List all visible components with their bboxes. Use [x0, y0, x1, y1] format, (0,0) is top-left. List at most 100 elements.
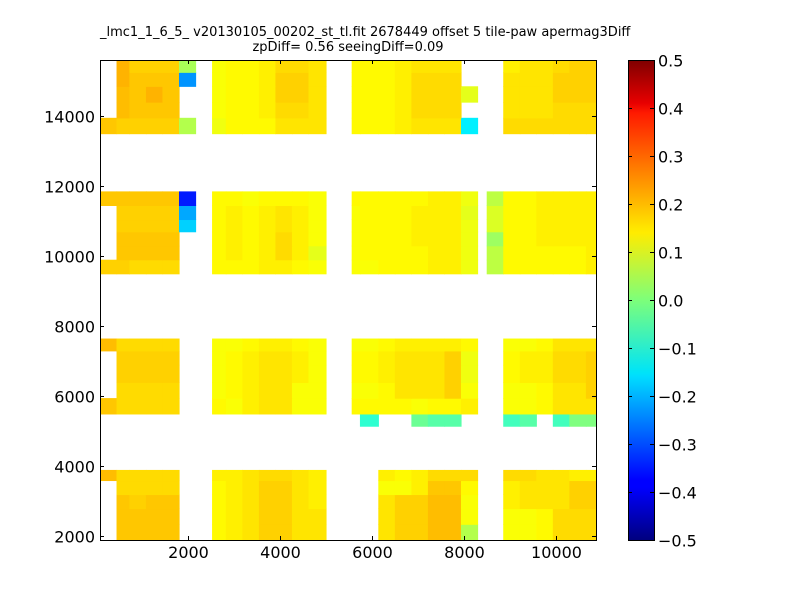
heatmap-cell [145, 469, 164, 482]
heatmap-cell [411, 480, 429, 496]
x-tick-label: 8000 [444, 543, 485, 562]
heatmap-cell [585, 60, 597, 73]
heatmap-cell [116, 364, 130, 383]
heatmap-cell [145, 72, 164, 87]
heatmap-cell [308, 494, 327, 510]
y-tick-label: 6000 [54, 388, 95, 407]
heatmap-cell [291, 508, 310, 525]
heatmap-cell [394, 259, 412, 275]
x-tick-label: 6000 [352, 543, 393, 562]
heatmap-cell [308, 102, 327, 119]
heatmap-cell [411, 191, 429, 206]
x-tick-label: 2000 [168, 543, 209, 562]
heatmap-cell [275, 508, 293, 525]
heatmap-cell [378, 494, 396, 510]
heatmap-cell [460, 508, 479, 525]
heatmap-cell [585, 413, 597, 427]
heatmap-cell [242, 231, 260, 247]
heatmap-cell [394, 364, 412, 383]
heatmap-cell [486, 259, 504, 275]
heatmap-cell [552, 259, 570, 275]
heatmap-cell [519, 469, 537, 482]
heatmap-cell [116, 494, 130, 510]
heatmap-cell [212, 382, 227, 399]
heatmap-cell [359, 231, 379, 247]
heatmap-cell [291, 72, 310, 87]
heatmap-cell [275, 245, 293, 261]
heatmap-cell [145, 494, 164, 510]
heatmap-cell [308, 480, 327, 496]
heatmap-cell [503, 494, 521, 510]
heatmap-cell [503, 350, 521, 366]
heatmap-cell [275, 480, 293, 496]
heatmap-cell [242, 508, 260, 525]
heatmap-cell [411, 508, 429, 525]
heatmap-cell [178, 72, 197, 87]
heatmap-cell [242, 86, 260, 103]
heatmap-cell [258, 508, 277, 525]
heatmap-cell [308, 245, 327, 261]
heatmap-cell [129, 102, 147, 119]
heatmap-cell [129, 60, 147, 73]
heatmap-cell [378, 338, 396, 352]
heatmap-cell [460, 480, 479, 496]
heatmap-cell [444, 205, 462, 221]
heatmap-cell [552, 382, 570, 399]
heatmap-cell [394, 480, 412, 496]
heatmap-cell [225, 494, 243, 510]
heatmap-cell [116, 350, 130, 366]
heatmap-cell [291, 338, 310, 352]
heatmap-cell [460, 86, 479, 103]
heatmap-cell [212, 102, 227, 119]
heatmap-cell [212, 117, 227, 135]
heatmap-cell [242, 338, 260, 352]
heatmap-cell [519, 60, 537, 73]
heatmap-cell [569, 494, 587, 510]
heatmap-cell [242, 117, 260, 135]
heatmap-cell [212, 398, 227, 415]
heatmap-cell [351, 117, 361, 135]
heatmap-cell [212, 480, 227, 496]
heatmap-cell [100, 259, 118, 275]
heatmap-cell [116, 469, 130, 482]
heatmap-cell [258, 382, 277, 399]
heatmap-cell [291, 364, 310, 383]
heatmap-cell [145, 205, 164, 221]
heatmap-cell [536, 494, 554, 510]
heatmap-cell [552, 245, 570, 261]
heatmap-cell [503, 72, 521, 87]
heatmap-cell [411, 231, 429, 247]
heatmap-cell [585, 524, 597, 541]
heatmap-cell [351, 86, 361, 103]
heatmap-cell [291, 469, 310, 482]
heatmap-cell [308, 191, 327, 206]
heatmap-cell [308, 60, 327, 73]
heatmap-cell [258, 494, 277, 510]
heatmap-cell [444, 508, 462, 525]
heatmap-cell [503, 86, 521, 103]
heatmap-cell [503, 219, 521, 233]
heatmap-cell [444, 219, 462, 233]
heatmap-cell [411, 350, 429, 366]
heatmap-cell [275, 350, 293, 366]
colorbar-tick-label: −0.2 [658, 388, 697, 407]
heatmap-cell [444, 245, 462, 261]
heatmap-cell [162, 117, 180, 135]
heatmap-cell [359, 413, 379, 427]
heatmap-cell [519, 338, 537, 352]
heatmap-cell [258, 86, 277, 103]
heatmap-cell [275, 219, 293, 233]
heatmap-cell [569, 259, 587, 275]
heatmap-cell [552, 191, 570, 206]
heatmap-cell [116, 398, 130, 415]
heatmap-cell [460, 398, 479, 415]
heatmap-cell [308, 117, 327, 135]
heatmap-cell [242, 205, 260, 221]
heatmap-cell [411, 259, 429, 275]
y-tick-label: 14000 [44, 108, 95, 127]
heatmap-cell [258, 524, 277, 541]
x-tick-label: 10000 [531, 543, 582, 562]
heatmap-cell [116, 231, 130, 247]
heatmap-cell [242, 259, 260, 275]
heatmap-cell [552, 350, 570, 366]
